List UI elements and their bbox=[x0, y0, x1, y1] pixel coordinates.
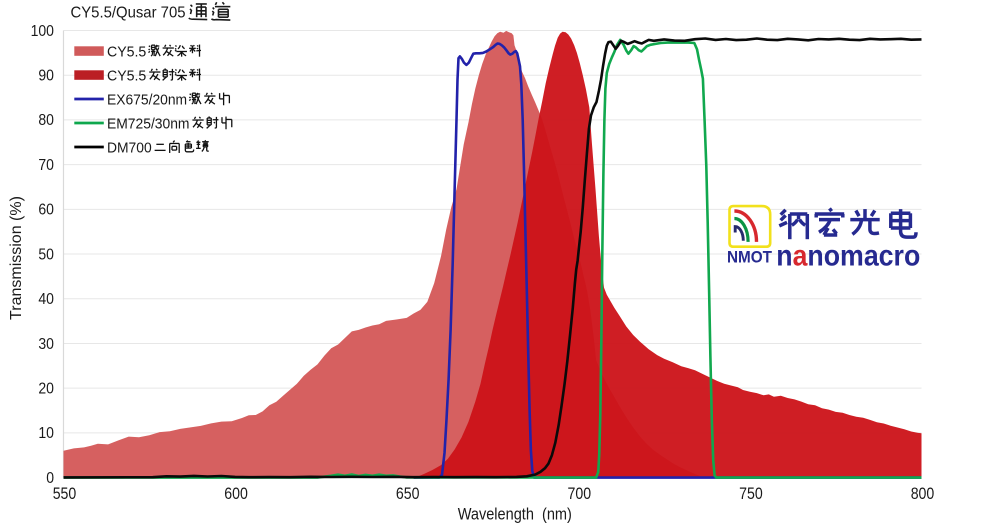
svg-text:CY5.5/Qusar 705: CY5.5/Qusar 705 bbox=[71, 4, 186, 21]
svg-text:650: 650 bbox=[396, 485, 420, 503]
svg-text:30: 30 bbox=[38, 336, 54, 353]
svg-text:n: n bbox=[776, 239, 792, 272]
svg-text:800: 800 bbox=[911, 485, 935, 503]
svg-text:80: 80 bbox=[38, 112, 54, 129]
svg-text:Wavelength (nm): Wavelength (nm) bbox=[458, 506, 572, 524]
svg-text:700: 700 bbox=[568, 485, 592, 503]
svg-text:600: 600 bbox=[224, 485, 248, 503]
svg-text:60: 60 bbox=[38, 202, 54, 219]
svg-text:750: 750 bbox=[739, 485, 763, 503]
svg-text:EM725/30nm: EM725/30nm bbox=[107, 115, 190, 132]
svg-text:0: 0 bbox=[46, 470, 54, 487]
svg-text:NMOT: NMOT bbox=[727, 247, 773, 266]
svg-text:550: 550 bbox=[53, 485, 77, 503]
svg-text:70: 70 bbox=[38, 157, 54, 174]
svg-text:100: 100 bbox=[31, 23, 55, 40]
svg-text:10: 10 bbox=[38, 425, 54, 442]
svg-text:Transmission (%): Transmission (%) bbox=[8, 196, 25, 320]
svg-text:a: a bbox=[793, 239, 808, 272]
svg-text:90: 90 bbox=[38, 68, 54, 85]
svg-text:CY5.5: CY5.5 bbox=[107, 43, 146, 60]
svg-text:50: 50 bbox=[38, 246, 54, 263]
svg-text:EX675/20nm: EX675/20nm bbox=[107, 91, 187, 108]
svg-text:nomacro: nomacro bbox=[807, 239, 920, 272]
svg-text:CY5.5: CY5.5 bbox=[107, 67, 146, 84]
svg-text:20: 20 bbox=[38, 381, 54, 398]
svg-text:DM700: DM700 bbox=[107, 139, 152, 156]
svg-text:40: 40 bbox=[38, 291, 54, 308]
